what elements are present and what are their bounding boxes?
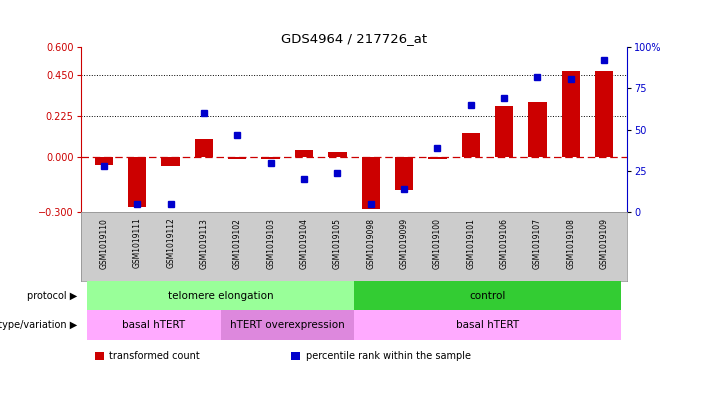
Text: GSM1019099: GSM1019099 xyxy=(400,218,409,269)
Text: basal hTERT: basal hTERT xyxy=(123,320,186,330)
Title: GDS4964 / 217726_at: GDS4964 / 217726_at xyxy=(281,31,427,44)
Text: GSM1019101: GSM1019101 xyxy=(466,218,475,268)
Bar xyxy=(195,139,213,157)
Bar xyxy=(328,152,346,157)
Bar xyxy=(362,157,380,209)
Text: GSM1019102: GSM1019102 xyxy=(233,218,242,268)
Text: GSM1019112: GSM1019112 xyxy=(166,218,175,268)
Text: GSM1019107: GSM1019107 xyxy=(533,218,542,269)
Bar xyxy=(461,133,480,157)
Text: control: control xyxy=(469,291,505,301)
Bar xyxy=(261,157,280,159)
Text: GSM1019109: GSM1019109 xyxy=(599,218,608,269)
Text: GSM1019108: GSM1019108 xyxy=(566,218,576,268)
Text: hTERT overexpression: hTERT overexpression xyxy=(230,320,345,330)
Bar xyxy=(161,157,179,166)
Text: genotype/variation ▶: genotype/variation ▶ xyxy=(0,320,77,330)
Text: GSM1019098: GSM1019098 xyxy=(366,218,375,269)
Text: GSM1019104: GSM1019104 xyxy=(299,218,308,269)
Bar xyxy=(128,157,147,207)
Text: percentile rank within the sample: percentile rank within the sample xyxy=(306,351,470,361)
Text: GSM1019106: GSM1019106 xyxy=(500,218,508,269)
Text: transformed count: transformed count xyxy=(109,351,200,361)
Bar xyxy=(295,150,313,157)
Text: GSM1019110: GSM1019110 xyxy=(100,218,109,268)
Bar xyxy=(562,71,580,157)
Bar xyxy=(95,157,113,165)
Text: GSM1019105: GSM1019105 xyxy=(333,218,342,269)
Text: GSM1019113: GSM1019113 xyxy=(200,218,208,268)
Text: basal hTERT: basal hTERT xyxy=(456,320,519,330)
Bar xyxy=(228,157,247,159)
Text: GSM1019111: GSM1019111 xyxy=(132,218,142,268)
Text: protocol ▶: protocol ▶ xyxy=(27,291,77,301)
Text: GSM1019100: GSM1019100 xyxy=(433,218,442,269)
Text: telomere elongation: telomere elongation xyxy=(168,291,273,301)
Bar xyxy=(495,106,513,157)
Text: GSM1019103: GSM1019103 xyxy=(266,218,275,269)
Bar xyxy=(428,157,447,159)
Bar xyxy=(595,71,613,157)
Bar xyxy=(529,102,547,157)
Bar xyxy=(395,157,413,190)
